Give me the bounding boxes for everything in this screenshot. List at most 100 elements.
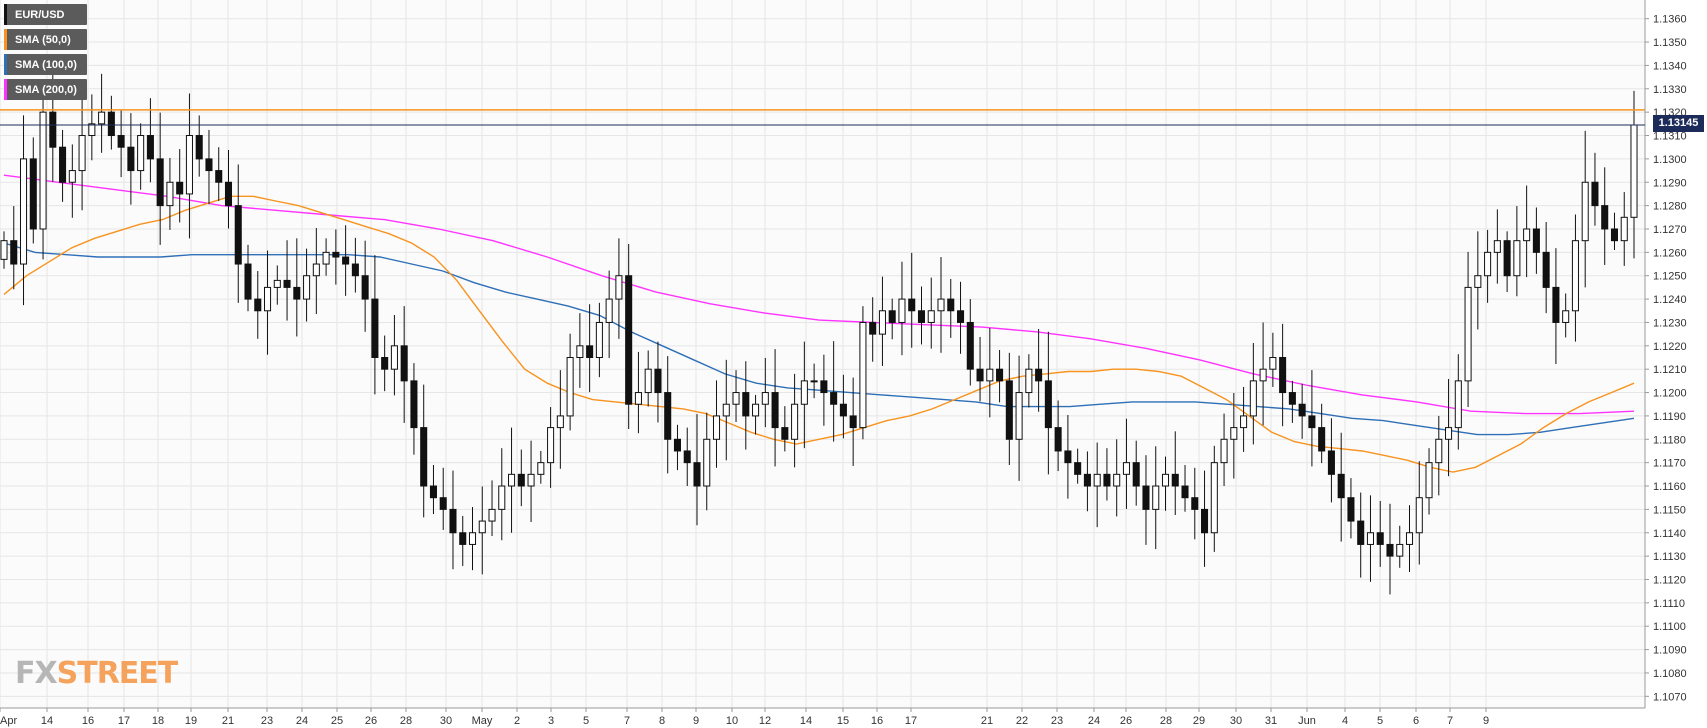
candle-bearish — [654, 368, 662, 394]
y-tick-label: 1.1290 — [1653, 177, 1687, 189]
candle-bullish — [137, 135, 145, 172]
candle-bullish — [547, 427, 555, 464]
candle-bullish — [39, 111, 47, 230]
sma-200-line — [3, 174, 1635, 415]
x-tick-label: 6 — [1413, 715, 1419, 727]
candle-bearish — [1298, 403, 1306, 417]
candle-bullish — [527, 473, 535, 487]
candle-bullish — [390, 345, 398, 370]
candle-bearish — [1171, 473, 1179, 487]
legend-swatch-sma100 — [4, 54, 7, 75]
x-tick-label: 9 — [693, 715, 699, 727]
candle-bullish — [98, 111, 106, 125]
candle-bullish — [937, 298, 945, 312]
candle-bullish — [1113, 473, 1121, 487]
candle-bearish — [146, 135, 154, 160]
x-tick-label: 28 — [400, 715, 412, 727]
sma-lines — [3, 174, 1635, 473]
candle-bearish — [1142, 485, 1150, 510]
candle-bearish — [117, 135, 125, 148]
candle-bearish — [332, 251, 340, 258]
candle-bullish — [478, 520, 486, 534]
candle-bearish — [449, 508, 457, 534]
candle-bullish — [303, 275, 311, 300]
candle-bearish — [156, 158, 164, 207]
legend-item-sma50[interactable]: SMA (50,0) — [4, 29, 87, 50]
candle-bullish — [1015, 392, 1023, 440]
candle-bearish — [771, 392, 779, 429]
candle-bullish — [68, 170, 76, 183]
candle-bullish — [761, 392, 769, 405]
x-tick-label: 30 — [1230, 715, 1242, 727]
legend-label-sma100: SMA (100,0) — [15, 58, 77, 71]
candle-bearish — [1386, 543, 1394, 557]
candle-bearish — [888, 310, 896, 323]
candle-bearish — [215, 170, 223, 183]
candle-bullish — [166, 181, 174, 207]
candle-bearish — [1103, 473, 1111, 487]
legend-label-sma50: SMA (50,0) — [15, 33, 71, 46]
plot-area — [0, 0, 1645, 708]
legend-item-sma100[interactable]: SMA (100,0) — [4, 54, 87, 75]
candle-bullish — [1562, 310, 1570, 323]
candle-bearish — [781, 427, 789, 440]
x-tick-label: 12 — [759, 715, 771, 727]
candles — [0, 72, 1638, 595]
candle-bullish — [1152, 485, 1160, 510]
candle-bearish — [586, 345, 594, 359]
candle-bullish — [1474, 275, 1482, 288]
candle-bearish — [1181, 485, 1189, 499]
x-axis-ticks: Apr 14 16 17 18 19 21 23 24 25 26 28 30 May 2 3 5 7 8 9 10 12… — [0, 708, 1489, 727]
candle-bearish — [127, 146, 135, 172]
x-tick-label: 26 — [1120, 715, 1132, 727]
y-tick-label: 1.1210 — [1653, 364, 1687, 376]
x-tick-label: May — [472, 715, 493, 727]
candle-bullish — [878, 310, 886, 335]
candle-bearish — [244, 263, 252, 300]
current-price-tag: 1.13145 — [1653, 115, 1704, 132]
candle-bearish — [1054, 427, 1062, 452]
legend-label-sma200: SMA (200,0) — [15, 83, 77, 96]
x-tick-label: 24 — [1088, 715, 1100, 727]
candle-bearish — [1318, 427, 1326, 452]
x-tick-label: 29 — [1193, 715, 1205, 727]
sma-50-line — [3, 195, 1635, 473]
candle-bearish — [1610, 228, 1619, 242]
y-tick-label: 1.1100 — [1653, 621, 1686, 633]
candle-bearish — [625, 275, 633, 405]
candle-bearish — [693, 462, 701, 487]
candle-bearish — [400, 345, 408, 382]
candle-bearish — [371, 298, 379, 359]
candle-bullish — [1513, 240, 1521, 277]
candle-bearish — [224, 181, 233, 207]
candle-bullish — [1484, 251, 1492, 277]
candle-bearish — [1279, 357, 1287, 394]
candle-bearish — [1591, 181, 1599, 207]
x-tick-label: 16 — [82, 715, 94, 727]
candle-bearish — [205, 158, 213, 172]
candle-bullish — [1425, 462, 1433, 499]
fxstreet-logo: FXSTREET — [15, 656, 178, 691]
candle-bearish — [1601, 205, 1609, 230]
candle-bearish — [29, 158, 37, 230]
candle-bullish — [19, 158, 28, 265]
x-tick-label: 24 — [296, 715, 308, 727]
x-tick-label: 8 — [659, 715, 665, 727]
candle-bullish — [264, 286, 272, 312]
candle-bearish — [293, 286, 301, 300]
y-tick-label: 1.1130 — [1653, 551, 1686, 563]
y-tick-label: 1.1220 — [1653, 341, 1687, 353]
candle-bullish — [732, 392, 740, 405]
candle-bullish — [1025, 368, 1033, 394]
y-tick-label: 1.1070 — [1653, 691, 1687, 703]
y-tick-label: 1.1280 — [1653, 201, 1687, 213]
x-tick-label: 21 — [981, 715, 993, 727]
legend-item-sma200[interactable]: SMA (200,0) — [4, 79, 87, 100]
candle-bearish — [459, 532, 467, 545]
candle-bullish — [791, 403, 799, 440]
candle-bearish — [361, 275, 369, 300]
candle-bullish — [566, 357, 574, 417]
legend-item-eurusd[interactable]: EUR/USD — [4, 4, 87, 25]
candle-bullish — [1259, 368, 1267, 382]
